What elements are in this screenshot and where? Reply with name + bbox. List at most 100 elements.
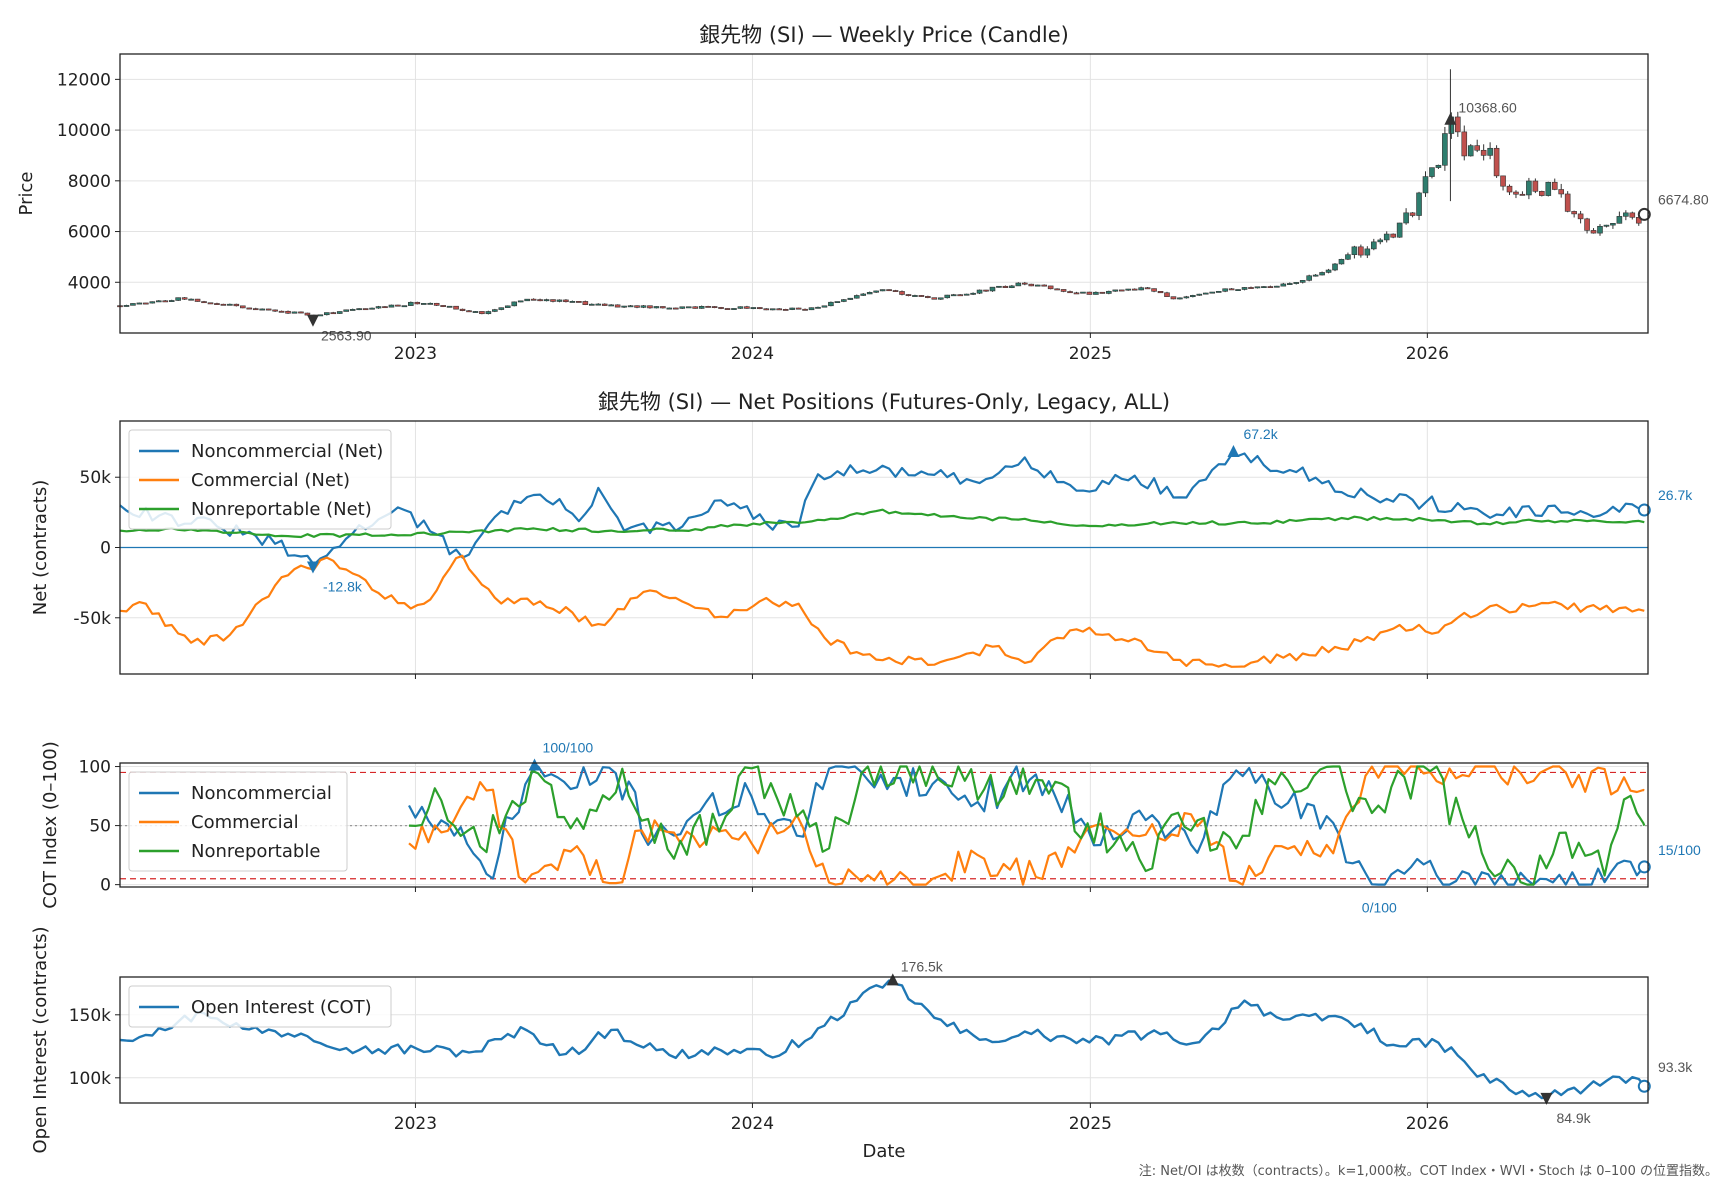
candle-body <box>336 311 343 314</box>
plot-frame <box>119 976 1649 1104</box>
series-line <box>119 508 1645 539</box>
candle-body <box>530 298 537 301</box>
candle-body <box>1261 286 1267 289</box>
candle-body <box>1590 230 1597 234</box>
candle-body <box>737 306 744 309</box>
x-tick-label: 2026 <box>1406 344 1449 364</box>
candle-body <box>1532 180 1539 192</box>
candle-body <box>291 311 298 314</box>
y-tick-label: -50k <box>73 609 111 629</box>
candle-body <box>963 293 970 296</box>
annotation-label: 67.2k <box>1243 426 1278 442</box>
candle-body <box>1551 181 1558 190</box>
candle-body <box>1312 274 1319 277</box>
annotation-marker <box>1637 860 1651 874</box>
candle-body <box>259 308 265 311</box>
candle-body <box>601 303 608 306</box>
candle-body <box>588 303 595 306</box>
candle-body <box>1248 287 1254 289</box>
candle-body <box>543 299 550 302</box>
y-tick-label: 150k <box>69 1006 111 1026</box>
annotation-label: 6674.80 <box>1658 191 1709 207</box>
y-axis-label: COT Index (0–100) <box>40 741 61 909</box>
annotation-label: 26.7k <box>1658 487 1693 503</box>
candle-body <box>776 308 783 311</box>
candle-body <box>1480 149 1487 156</box>
x-tick-label: 2025 <box>1069 344 1112 364</box>
candle-body <box>1358 246 1364 256</box>
candle-body <box>1067 291 1073 294</box>
candle-body <box>627 305 634 308</box>
annotation-marker <box>1540 1092 1553 1105</box>
candle-body <box>789 307 795 310</box>
candle-body <box>1164 292 1170 297</box>
y-tick-label: 4000 <box>68 273 111 293</box>
candle-body <box>640 305 647 308</box>
candle-body <box>1215 291 1222 293</box>
candle-body <box>853 295 860 299</box>
annotation-label: 100/100 <box>543 740 594 756</box>
candle-body <box>446 305 453 308</box>
candle-body <box>1345 254 1351 260</box>
annotation-label: 93.3k <box>1658 1059 1693 1075</box>
candle-body <box>1332 263 1338 271</box>
candle-body <box>1506 185 1513 193</box>
annotation-label: -12.8k <box>323 578 363 594</box>
y-tick-label: 10000 <box>57 121 111 141</box>
candle-body <box>1610 223 1616 226</box>
candle-body <box>1280 283 1287 287</box>
candle-body <box>957 294 963 297</box>
candle-body <box>537 299 543 302</box>
candle-body <box>698 305 705 309</box>
series-line <box>119 979 1646 1100</box>
candle-body <box>1467 145 1474 157</box>
candle-body <box>1539 191 1545 196</box>
annotation-marker <box>306 314 319 327</box>
y-tick-label: 0 <box>100 876 111 896</box>
candle-body <box>866 292 873 295</box>
candle-body <box>983 289 989 292</box>
candle-body <box>1106 290 1112 294</box>
candle-body <box>1034 284 1041 287</box>
annotation-marker <box>886 973 899 986</box>
candle-body <box>1041 284 1047 287</box>
candle-body <box>614 304 621 308</box>
candle-body <box>892 290 899 292</box>
candle-body <box>1222 288 1228 292</box>
candle-body <box>1157 291 1164 294</box>
candle-body <box>1351 246 1358 255</box>
candle-body <box>1474 145 1480 151</box>
candle-body <box>194 298 201 302</box>
candle-body <box>349 309 356 311</box>
candle-body <box>401 305 408 308</box>
annotation-marker <box>1637 1079 1651 1093</box>
candle-body <box>937 297 944 300</box>
candle-body <box>815 306 821 309</box>
candle-body <box>188 298 194 301</box>
candle-body <box>1112 289 1119 292</box>
candle-body <box>660 306 666 309</box>
annotation-label: 2563.90 <box>321 328 372 344</box>
candle-body <box>1235 289 1241 292</box>
legend-label: Commercial (Net) <box>191 470 350 491</box>
candle-body <box>472 311 479 313</box>
candle-body <box>272 309 278 312</box>
candle-body <box>841 299 847 302</box>
candle-body <box>1241 287 1248 290</box>
x-tick-label: 2025 <box>1069 1114 1112 1134</box>
candle-body <box>498 307 505 310</box>
candle-body <box>130 303 136 306</box>
candle-body <box>550 299 556 302</box>
candle-body <box>1616 216 1623 224</box>
series-line <box>408 765 1645 886</box>
candle-body <box>420 303 427 305</box>
candle-body <box>1299 280 1306 283</box>
y-tick-label: 100k <box>69 1069 111 1089</box>
candle-body <box>162 300 169 303</box>
candle-body <box>899 291 905 295</box>
candle-body <box>175 297 181 301</box>
candle-body <box>278 310 285 313</box>
candle-body <box>479 311 485 315</box>
candle-body <box>1190 295 1196 298</box>
